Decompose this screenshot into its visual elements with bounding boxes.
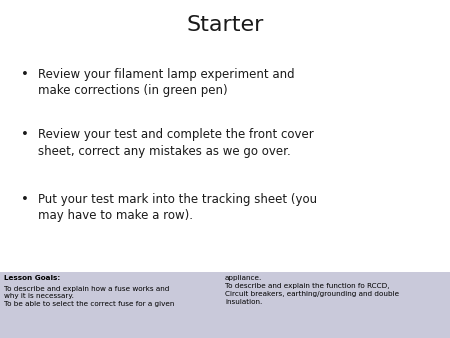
Text: Starter: Starter bbox=[186, 15, 264, 35]
Text: To describe and explain how a fuse works and
why it is necessary.
To be able to : To describe and explain how a fuse works… bbox=[4, 286, 175, 307]
Text: Put your test mark into the tracking sheet (you
may have to make a row).: Put your test mark into the tracking she… bbox=[38, 193, 317, 222]
FancyBboxPatch shape bbox=[0, 272, 450, 338]
Text: Review your test and complete the front cover
sheet, correct any mistakes as we : Review your test and complete the front … bbox=[38, 128, 314, 158]
Text: •: • bbox=[21, 128, 29, 141]
Text: Review your filament lamp experiment and
make corrections (in green pen): Review your filament lamp experiment and… bbox=[38, 68, 295, 97]
Text: Lesson Goals:: Lesson Goals: bbox=[4, 275, 61, 282]
Text: •: • bbox=[21, 68, 29, 80]
Text: •: • bbox=[21, 193, 29, 206]
Text: appliance.
To describe and explain the function fo RCCD,
Circuit breakers, earth: appliance. To describe and explain the f… bbox=[225, 275, 399, 305]
